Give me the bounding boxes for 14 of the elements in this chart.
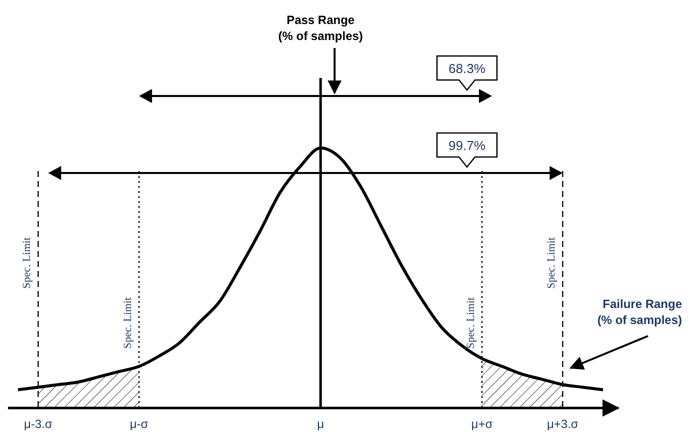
x-tick-label: μ-3.σ <box>24 417 53 431</box>
x-tick-label: μ+σ <box>471 417 494 431</box>
callout-box: 68.3% <box>436 55 498 92</box>
x-tick-label: μ-σ <box>130 417 149 431</box>
x-tick-label: μ <box>317 417 324 431</box>
ref-line-label: Spec. Limit <box>21 237 34 289</box>
ref-line-label: Spec. Limit <box>464 297 477 349</box>
ref-line-label: Spec. Limit <box>122 297 134 349</box>
annotation: 99.7% <box>448 138 486 153</box>
annotation: Failure Range (% of samples) <box>597 297 682 327</box>
x-tick-label: μ+3.σ <box>546 417 579 431</box>
callout-box: 99.7% <box>436 132 498 168</box>
ref-line-label: Spec. Limit <box>546 237 558 289</box>
text: Pass Range (% of samples) <box>278 13 363 43</box>
